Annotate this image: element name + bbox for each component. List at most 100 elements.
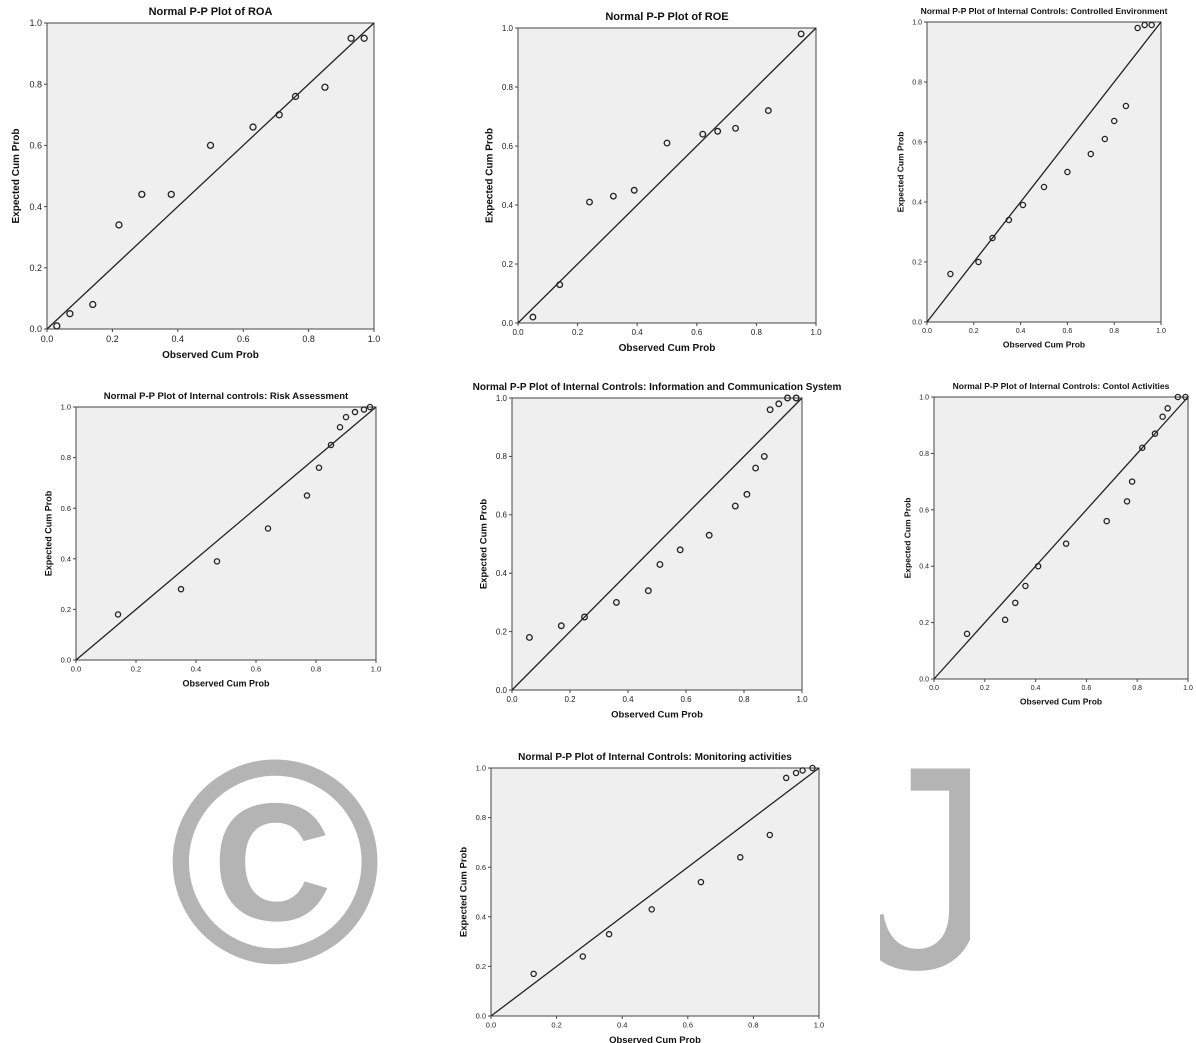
chart-4-data-point-12 <box>766 406 774 414</box>
chart-2-xtick-label-5: 1.0 <box>1156 328 1166 335</box>
pp-plot-risk-assessment: Normal P-P Plot of Internal controls: Ri… <box>30 380 390 700</box>
chart-0-reference-line <box>46 22 375 330</box>
chart-0-x-axis-label: Observed Cum Prob <box>162 350 259 361</box>
chart-1-data-point-0 <box>529 313 537 321</box>
chart-4-y-axis-label: Expected Cum Prob <box>478 499 489 589</box>
chart-2-data-point-11 <box>1134 24 1141 32</box>
chart-0-xtick-label-5: 1.0 <box>368 334 381 344</box>
chart-2-reference-line <box>926 21 1162 323</box>
chart-5-title: Normal P-P Plot of Internal Controls: Co… <box>953 381 1170 391</box>
chart-5-xtick-label-2: 0.4 <box>1031 685 1041 692</box>
chart-2-x-axis-label: Observed Cum Prob <box>1003 340 1085 350</box>
chart-3-xtick-label-0: 0.0 <box>71 665 81 674</box>
chart-6-xtick-label-5: 1.0 <box>814 1021 824 1030</box>
chart-0-xtick-label-2: 0.4 <box>172 334 185 344</box>
chart-2-xtick-label-4: 0.8 <box>1109 328 1119 335</box>
chart-6-data-point-8 <box>792 769 800 777</box>
chart-5-xtick-label-3: 0.6 <box>1082 685 1092 692</box>
chart-0-title: Normal P-P Plot of ROA <box>149 6 273 18</box>
chart-5-data-point-3 <box>1022 582 1029 590</box>
chart-4-data-point-7 <box>705 531 713 539</box>
chart-6-data-point-9 <box>799 767 806 774</box>
chart-5-ytick-label-1: 0.2 <box>919 620 929 627</box>
chart-6-data-point-3 <box>648 906 655 913</box>
pp-plot-information-communication-svg: Normal P-P Plot of Internal Controls: In… <box>473 382 842 721</box>
chart-4-xtick-label-5: 1.0 <box>796 695 808 704</box>
chart-5-xtick-label-4: 0.8 <box>1132 685 1142 692</box>
watermark-letter-j: J <box>880 750 970 980</box>
chart-5-data-point-4 <box>1034 562 1042 570</box>
chart-0-data-point-10 <box>321 83 329 91</box>
chart-1-xtick-label-3: 0.6 <box>691 328 703 337</box>
chart-0-data-point-11 <box>347 34 355 42</box>
chart-6-data-point-1 <box>579 953 587 960</box>
chart-5-data-point-11 <box>1159 413 1166 420</box>
chart-5-ytick-label-4: 0.8 <box>919 451 929 458</box>
chart-3-xtick-label-1: 0.2 <box>131 665 141 674</box>
pp-plot-monitoring-activities-svg: Normal P-P Plot of Internal Controls: Mo… <box>459 752 825 1043</box>
chart-3-ytick-label-1: 0.2 <box>61 605 71 614</box>
watermark-letter: J <box>880 750 970 980</box>
chart-2-data-point-10 <box>1122 102 1130 110</box>
chart-2-data-point-3 <box>1005 216 1013 224</box>
chart-0-ytick-label-0: 0.0 <box>29 324 42 334</box>
chart-6-data-point-10 <box>809 764 816 772</box>
chart-5-ytick-label-2: 0.4 <box>919 564 929 571</box>
chart-2-data-point-13 <box>1148 21 1155 29</box>
chart-1-ytick-label-3: 0.6 <box>502 142 514 151</box>
chart-5-data-point-8 <box>1128 478 1136 485</box>
chart-2-xtick-label-2: 0.4 <box>1016 328 1026 335</box>
chart-2-data-point-5 <box>1040 183 1048 191</box>
chart-2-ytick-label-1: 0.2 <box>912 259 922 266</box>
chart-6-ytick-label-4: 0.8 <box>476 813 486 822</box>
chart-5-data-point-10 <box>1151 430 1159 437</box>
chart-2-data-point-6 <box>1064 168 1071 176</box>
chart-0-data-point-6 <box>206 141 215 150</box>
chart-2-data-point-7 <box>1087 150 1095 158</box>
chart-1-data-point-7 <box>714 127 722 135</box>
pp-plot-controlled-environment-svg: Normal P-P Plot of Internal Controls: Co… <box>896 6 1168 350</box>
chart-0-xtick-label-3: 0.6 <box>237 334 250 344</box>
chart-4-ytick-label-4: 0.8 <box>496 452 508 461</box>
chart-4-ytick-label-0: 0.0 <box>496 686 508 695</box>
chart-6-xtick-label-2: 0.4 <box>617 1021 627 1030</box>
chart-0-data-point-4 <box>138 190 146 199</box>
chart-4-xtick-label-4: 0.8 <box>738 695 750 704</box>
chart-1-ytick-label-4: 0.8 <box>502 83 514 92</box>
chart-0-xtick-label-4: 0.8 <box>302 334 315 344</box>
chart-3-xtick-label-5: 1.0 <box>371 665 381 674</box>
chart-6-xtick-label-1: 0.2 <box>551 1021 561 1030</box>
chart-2-ytick-label-4: 0.8 <box>912 79 922 86</box>
chart-6-ytick-label-5: 1.0 <box>476 764 486 773</box>
chart-4-xtick-label-0: 0.0 <box>506 695 518 704</box>
chart-1-y-axis-label: Expected Cum Prob <box>484 128 495 223</box>
chart-0-data-point-7 <box>249 123 257 131</box>
chart-0-data-point-0 <box>53 322 61 330</box>
chart-2-ytick-label-0: 0.0 <box>912 319 922 326</box>
chart-4-data-point-11 <box>760 452 768 460</box>
chart-2-ytick-label-2: 0.4 <box>912 199 922 206</box>
chart-3-x-axis-label: Observed Cum Prob <box>182 679 270 689</box>
chart-0-data-point-1 <box>66 310 74 318</box>
chart-5-ytick-label-0: 0.0 <box>919 676 929 683</box>
chart-4-ytick-label-3: 0.6 <box>496 511 508 520</box>
chart-2-data-point-8 <box>1101 135 1109 143</box>
chart-5-data-point-9 <box>1139 444 1146 452</box>
chart-4-data-point-2 <box>581 613 588 621</box>
chart-1-xtick-label-5: 1.0 <box>810 328 822 337</box>
chart-1-data-point-5 <box>663 139 671 147</box>
chart-3-ytick-label-5: 1.0 <box>61 403 71 412</box>
chart-3-data-point-0 <box>114 611 122 618</box>
chart-1-data-point-10 <box>797 30 805 38</box>
pp-plot-roe: Normal P-P Plot of ROE 0.0 0.0 0.2 0.2 0.4 0.4… <box>470 0 840 370</box>
chart-0-xtick-label-0: 0.0 <box>41 334 54 344</box>
chart-2-xtick-label-0: 0.0 <box>922 328 932 335</box>
chart-4-title: Normal P-P Plot of Internal Controls: In… <box>473 382 842 393</box>
chart-3-data-point-1 <box>177 585 185 593</box>
chart-5-data-point-0 <box>963 630 971 638</box>
chart-5-data-point-1 <box>1001 616 1009 624</box>
chart-5-data-point-5 <box>1062 540 1070 547</box>
chart-3-y-axis-label: Expected Cum Prob <box>44 490 54 576</box>
chart-3-data-point-8 <box>342 413 350 421</box>
pp-plot-information-communication: Normal P-P Plot of Internal Controls: In… <box>420 372 860 732</box>
